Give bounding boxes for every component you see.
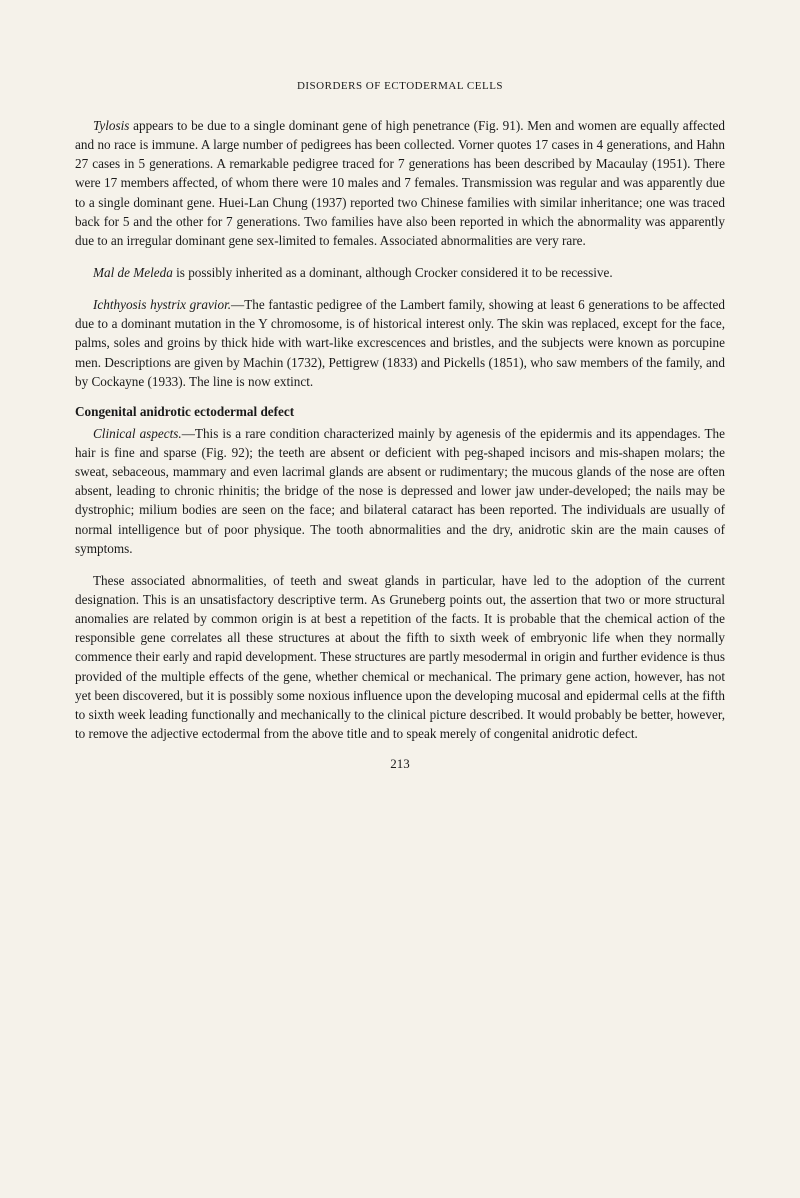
paragraph-4-text: —This is a rare condition characterized … bbox=[75, 426, 725, 556]
paragraph-5-text: These associated abnormalities, of teeth… bbox=[75, 573, 725, 741]
page-number: 213 bbox=[75, 756, 725, 772]
paragraph-1-text: appears to be due to a single dominant g… bbox=[75, 118, 725, 248]
paragraph-4: Clinical aspects.—This is a rare conditi… bbox=[75, 424, 725, 558]
paragraph-5: These associated abnormalities, of teeth… bbox=[75, 571, 725, 743]
page-header: DISORDERS OF ECTODERMAL CELLS bbox=[75, 80, 725, 92]
section-heading: Congenital anidrotic ectodermal defect bbox=[75, 404, 725, 420]
mal-de-meleda-term: Mal de Meleda bbox=[93, 265, 173, 280]
paragraph-2-text: is possibly inherited as a dominant, alt… bbox=[173, 265, 613, 280]
tylosis-term: Tylosis bbox=[93, 118, 129, 133]
paragraph-1: Tylosis appears to be due to a single do… bbox=[75, 116, 725, 250]
paragraph-2: Mal de Meleda is possibly inherited as a… bbox=[75, 263, 725, 282]
paragraph-3: Ichthyosis hystrix gravior.—The fantasti… bbox=[75, 295, 725, 391]
clinical-aspects-term: Clinical aspects. bbox=[93, 426, 182, 441]
ichthyosis-term: Ichthyosis hystrix gravior. bbox=[93, 297, 231, 312]
